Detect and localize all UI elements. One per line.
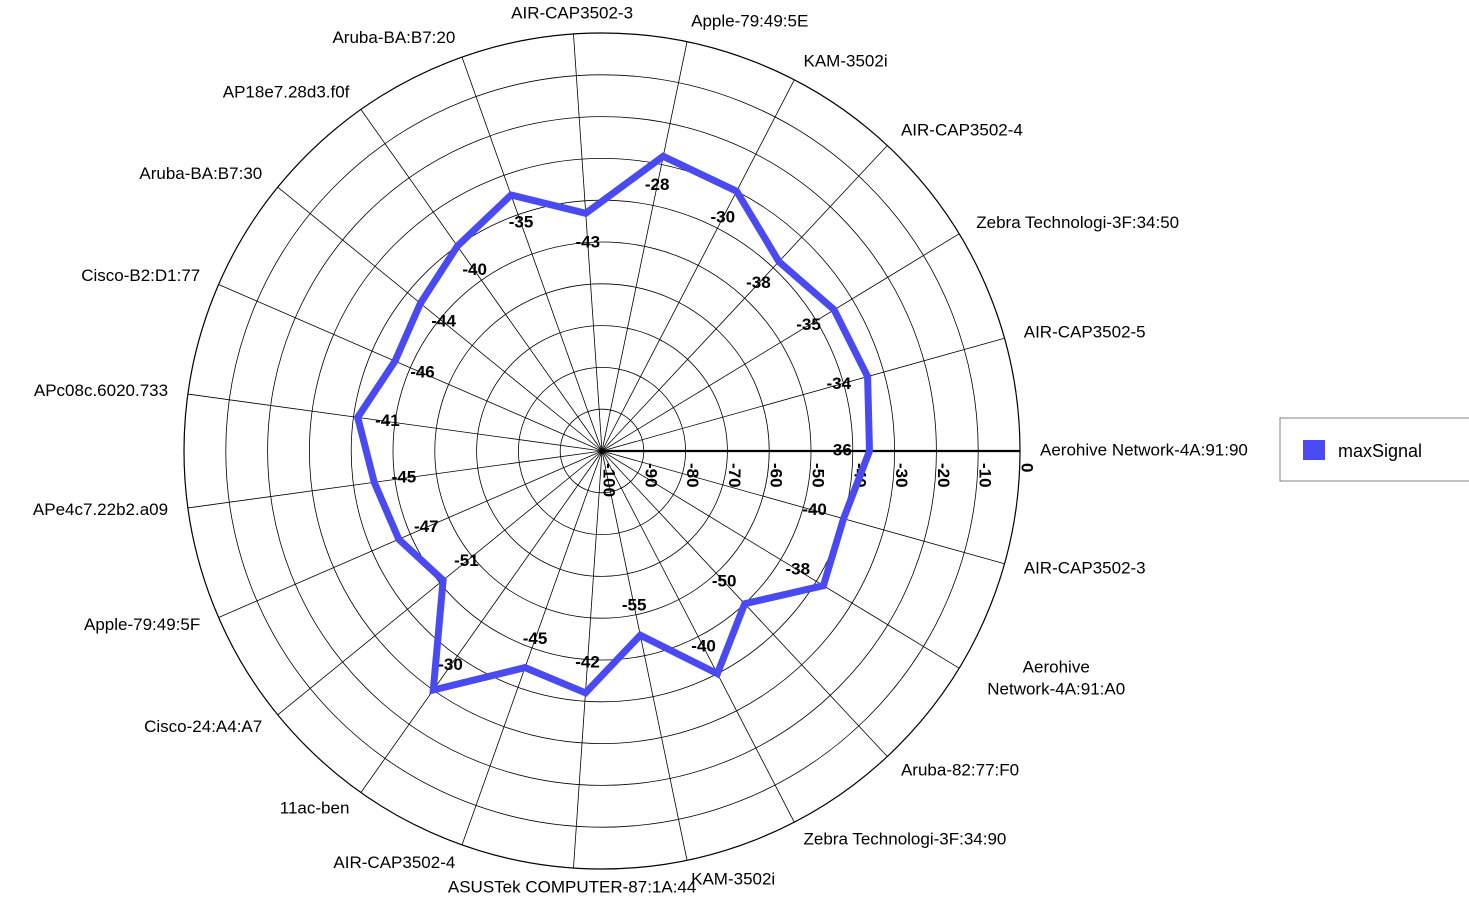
grid-spoke xyxy=(601,450,795,823)
series-line-maxSignal xyxy=(353,152,874,698)
data-label: -38 xyxy=(786,560,811,579)
grid-spoke xyxy=(573,33,603,452)
category-label: KAM-3502i xyxy=(691,869,775,888)
axis-tick-label: -30 xyxy=(892,463,911,488)
data-label: -46 xyxy=(410,363,435,382)
category-label: KAM-3502i xyxy=(804,52,888,71)
grid-spoke xyxy=(461,450,603,845)
value-axis: -100 -90 -80 -70 -60 -50 -40 -30 -20 -10 0 xyxy=(600,449,1037,497)
category-label: Aerohive Network-4A:91:A0 xyxy=(987,658,1125,699)
data-label: -30 xyxy=(438,655,463,674)
category-label: Apple-79:49:5F xyxy=(84,615,200,634)
legend: maxSignal xyxy=(1279,417,1469,482)
category-labels: Aerohive Network-4A:91:90 AIR-CAP3502-5 Ze… xyxy=(33,4,1248,897)
series-layer: -36 -34 -35 -38 -30 -28 -43 -35 -40 -44 -46 -41 -45 -… xyxy=(353,152,874,698)
axis-tick-label: -50 xyxy=(809,463,828,488)
data-label: -45 xyxy=(523,629,548,648)
grid-spoke xyxy=(601,145,888,452)
grid-spoke xyxy=(601,450,1005,565)
axis-tick-label: -90 xyxy=(641,463,660,488)
grid-spoke xyxy=(218,450,603,618)
category-label: Zebra Technologi-3F:34:50 xyxy=(976,213,1179,232)
grid-spoke xyxy=(601,337,1005,452)
category-label: 11ac-ben xyxy=(280,798,350,817)
category-label: AIR-CAP3502-3 xyxy=(511,4,633,23)
axis-tick-label: -80 xyxy=(683,463,702,488)
grid-spoke xyxy=(187,393,603,452)
data-label: -50 xyxy=(712,571,737,590)
category-label: AIR-CAP3502-5 xyxy=(1024,322,1146,341)
category-label: Aruba-BA:B7:20 xyxy=(332,28,455,47)
data-label: -41 xyxy=(375,411,400,430)
grid-spoke xyxy=(601,41,688,452)
grid-spoke xyxy=(461,57,603,452)
legend-swatch xyxy=(1303,440,1325,460)
data-label: -30 xyxy=(711,207,736,226)
data-label: -45 xyxy=(392,468,417,487)
grid-spoke xyxy=(601,79,795,452)
grid-spoke xyxy=(360,109,603,452)
grid-spoke xyxy=(601,450,688,861)
category-label: AIR-CAP3502-4 xyxy=(333,853,455,872)
category-label: AIR-CAP3502-3 xyxy=(1024,559,1146,578)
category-label: AIR-CAP3502-4 xyxy=(901,120,1023,139)
category-label: ASUSTek COMPUTER-87:1A:44 xyxy=(448,877,696,896)
data-label: -35 xyxy=(796,315,821,334)
legend-label: maxSignal xyxy=(1338,441,1422,461)
data-label: -28 xyxy=(645,175,670,194)
data-label: -44 xyxy=(431,312,456,331)
axis-tick-label: -100 xyxy=(600,463,619,497)
data-label: -40 xyxy=(802,500,827,519)
grid-spoke xyxy=(601,233,960,452)
category-label: Apple-79:49:5E xyxy=(691,12,808,31)
data-label: -34 xyxy=(826,374,851,393)
data-label: -51 xyxy=(454,551,479,570)
data-label: -40 xyxy=(691,637,716,656)
data-label: -43 xyxy=(575,233,600,252)
category-label: Cisco-24:A4:A7 xyxy=(144,717,262,736)
data-label: -38 xyxy=(746,273,771,292)
grid-spoke xyxy=(573,450,603,869)
category-label: AP18e7.28d3.f0f xyxy=(223,83,350,102)
data-label: -42 xyxy=(575,652,600,671)
category-label: Zebra Technologi-3F:34:90 xyxy=(804,829,1007,848)
grid-spoke xyxy=(360,450,603,793)
axis-tick-label: -20 xyxy=(934,463,953,488)
grid-spoke xyxy=(277,186,603,452)
category-label: Cisco-B2:D1:77 xyxy=(81,266,200,285)
data-label: -55 xyxy=(622,595,647,614)
axis-tick-label: 0 xyxy=(1018,463,1037,472)
data-label: -47 xyxy=(414,517,439,536)
data-label: -35 xyxy=(509,213,534,232)
category-label: Aerohive Network-4A:91:90 xyxy=(1040,440,1248,459)
category-label: APc08c.6020.733 xyxy=(34,381,168,400)
grid-spoke xyxy=(187,450,603,509)
axis-tick-label: -10 xyxy=(976,463,995,488)
axis-tick-label: -70 xyxy=(725,463,744,488)
category-label: Aruba-BA:B7:30 xyxy=(139,164,262,183)
axis-tick-label: -60 xyxy=(767,463,786,488)
category-label: Aruba-82:77:F0 xyxy=(901,761,1019,780)
data-label: -40 xyxy=(462,260,487,279)
grid-spoke xyxy=(218,284,603,452)
grid-spoke xyxy=(601,450,960,669)
data-label: -36 xyxy=(827,440,852,459)
category-label: APe4c7.22b2.a09 xyxy=(33,500,168,519)
